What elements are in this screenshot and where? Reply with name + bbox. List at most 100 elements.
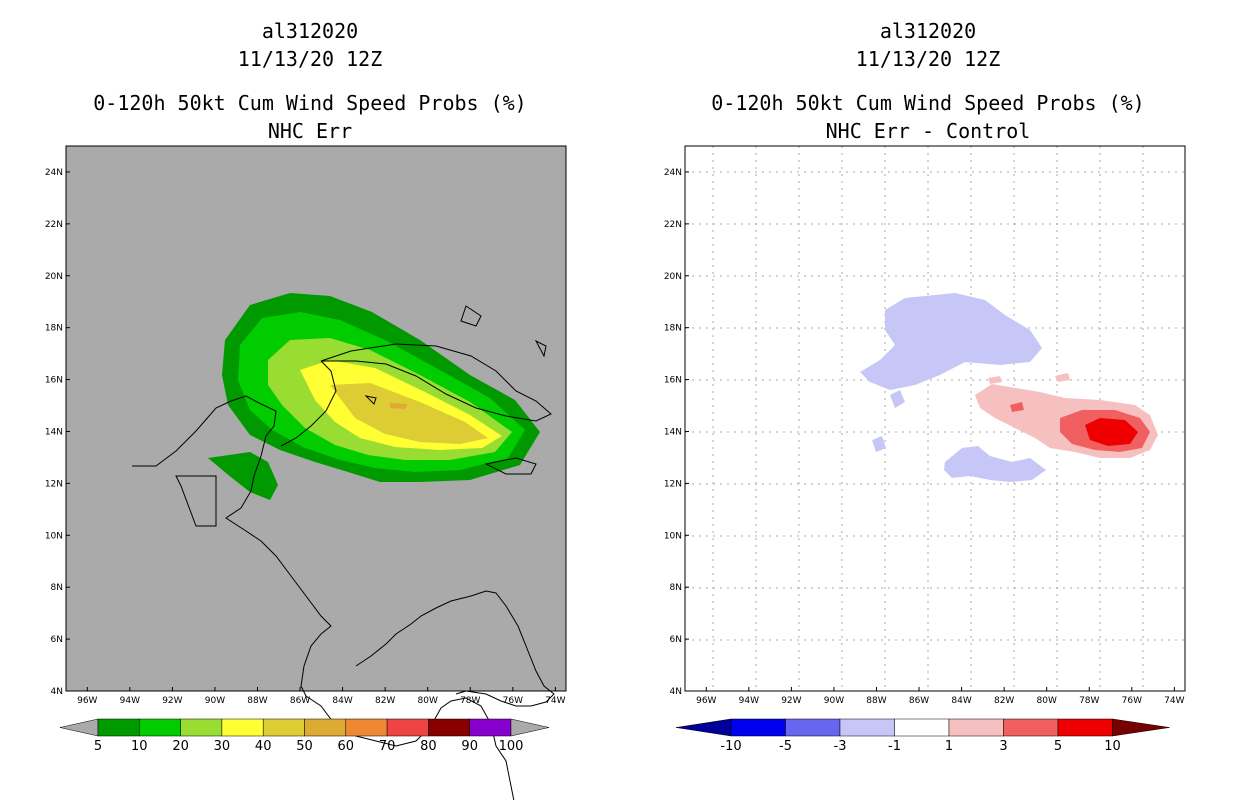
right-colorbar-swatch — [785, 718, 841, 737]
right-y-tick-label: 6N — [670, 635, 682, 645]
right-x-tick-label: 86W — [909, 696, 929, 706]
prob-contour-5-island — [208, 452, 278, 500]
left-y-tick-label: 22N — [45, 220, 63, 230]
left-x-axis: 96W 94W 92W 90W 88W 86W 84W 82W 80W 78W 76W 74W — [77, 687, 566, 706]
right-colorbar-label: 3 — [999, 739, 1007, 754]
diff-pos-1-east — [1055, 373, 1070, 382]
left-x-tick-label: 88W — [247, 696, 267, 706]
right-y-tick-label: 16N — [664, 376, 682, 386]
right-colorbar-swatch — [894, 718, 950, 737]
right-colorbar-over-arrow — [1112, 718, 1170, 737]
left-x-tick-label: 74W — [545, 696, 565, 706]
left-colorbar-over-arrow — [510, 718, 550, 737]
left-colorbar-label: 90 — [461, 739, 478, 754]
right-colorbar-label: 5 — [1054, 739, 1062, 754]
right-map — [684, 145, 1186, 692]
left-y-tick-label: 12N — [45, 479, 63, 489]
diff-pos-1-small — [988, 376, 1002, 384]
right-x-tick-label: 84W — [951, 696, 971, 706]
right-y-tick-label: 22N — [664, 220, 682, 230]
right-colorbar-label: -5 — [779, 739, 792, 754]
right-y-tick-label: 18N — [664, 324, 682, 334]
right-colorbar-label: -10 — [720, 739, 741, 754]
left-x-tick-label: 92W — [162, 696, 182, 706]
right-colorbar-label: -1 — [888, 739, 901, 754]
left-y-tick-label: 20N — [45, 272, 63, 282]
right-x-tick-label: 94W — [739, 696, 759, 706]
left-prob-contours — [208, 293, 540, 500]
left-y-tick-label: 16N — [45, 376, 63, 386]
prob-contour-50 — [390, 403, 408, 409]
left-colorbar-swatch — [386, 718, 429, 737]
left-colorbar-swatch — [428, 718, 470, 737]
right-x-tick-label: 90W — [824, 696, 844, 706]
diff-neg-1-south — [944, 446, 1046, 482]
right-colorbar-swatch — [839, 718, 895, 737]
left-map — [65, 145, 567, 800]
left-x-tick-label: 96W — [77, 696, 97, 706]
left-colorbar-label: 40 — [255, 739, 272, 754]
left-map-frame — [65, 145, 567, 692]
left-y-tick-label: 24N — [45, 168, 63, 178]
right-y-tick-label: 24N — [664, 168, 682, 178]
left-colorbar-label: 50 — [296, 739, 313, 754]
right-titles: al312020 11/13/20 12Z 0-120h 50kt Cum Wi… — [711, 19, 1144, 143]
right-x-tick-label: 88W — [866, 696, 886, 706]
left-title-storm: al312020 — [262, 19, 358, 43]
right-x-tick-label: 80W — [1037, 696, 1057, 706]
left-x-tick-label: 94W — [120, 696, 140, 706]
right-colorbar-label: 10 — [1104, 739, 1121, 754]
left-colorbar-label: 10 — [131, 739, 148, 754]
right-colorbar-swatch — [730, 718, 786, 737]
left-colorbar-label: 5 — [94, 739, 102, 754]
left-y-axis: 24N 22N 20N 18N 16N 14N 12N 10N 8N 6N 4N — [45, 168, 70, 697]
right-x-tick-label: 92W — [781, 696, 801, 706]
right-colorbar-swatch — [1003, 718, 1059, 737]
diff-pos-3-small — [1010, 402, 1024, 412]
diff-neg-1-mid — [890, 390, 905, 408]
right-x-axis: 96W 94W 92W 90W 88W 86W 84W 82W 80W 78W 76W 74W — [696, 687, 1185, 706]
left-colorbar-swatch — [345, 718, 388, 737]
left-x-tick-label: 82W — [375, 696, 395, 706]
left-x-tick-label: 80W — [418, 696, 438, 706]
left-colorbar-label: 80 — [420, 739, 437, 754]
diff-neg-1-west — [872, 436, 886, 452]
left-y-tick-label: 18N — [45, 324, 63, 334]
left-colorbar-swatch — [97, 718, 140, 737]
left-x-tick-label: 90W — [205, 696, 225, 706]
left-colorbar-swatch — [180, 718, 223, 737]
right-colorbar-label: -3 — [834, 739, 847, 754]
left-title-date: 11/13/20 12Z — [238, 47, 383, 71]
left-x-tick-label: 76W — [503, 696, 523, 706]
left-colorbar-label: 20 — [172, 739, 189, 754]
right-x-tick-label: 76W — [1122, 696, 1142, 706]
right-colorbar-swatch — [1057, 718, 1113, 737]
right-y-tick-label: 12N — [664, 479, 682, 489]
left-x-tick-label: 78W — [460, 696, 480, 706]
right-y-tick-label: 8N — [670, 583, 682, 593]
right-y-tick-label: 10N — [664, 531, 682, 541]
right-y-tick-label: 4N — [670, 687, 682, 697]
right-colorbar: -10 -5 -3 -1 1 3 5 10 — [675, 718, 1170, 754]
right-colorbar-label: 1 — [945, 739, 953, 754]
left-titles: al312020 11/13/20 12Z 0-120h 50kt Cum Wi… — [93, 19, 526, 143]
right-x-tick-label: 78W — [1079, 696, 1099, 706]
left-colorbar-swatch — [221, 718, 264, 737]
right-diff-contours — [860, 293, 1158, 482]
right-y-axis: 24N 22N 20N 18N 16N 14N 12N 10N 8N 6N 4N — [664, 168, 689, 697]
right-title-product: 0-120h 50kt Cum Wind Speed Probs (%) — [711, 91, 1144, 115]
left-colorbar-label: 60 — [338, 739, 355, 754]
left-x-tick-label: 84W — [332, 696, 352, 706]
right-map-frame — [684, 145, 1186, 692]
left-colorbar-label: 100 — [499, 739, 524, 754]
left-y-tick-label: 4N — [51, 687, 63, 697]
right-x-tick-label: 82W — [994, 696, 1014, 706]
left-y-tick-label: 8N — [51, 583, 63, 593]
left-title-product: 0-120h 50kt Cum Wind Speed Probs (%) — [93, 91, 526, 115]
left-colorbar-swatch — [304, 718, 347, 737]
right-x-tick-label: 74W — [1164, 696, 1184, 706]
left-y-tick-label: 14N — [45, 427, 63, 437]
left-y-tick-label: 10N — [45, 531, 63, 541]
right-title-run: NHC Err - Control — [826, 119, 1031, 143]
